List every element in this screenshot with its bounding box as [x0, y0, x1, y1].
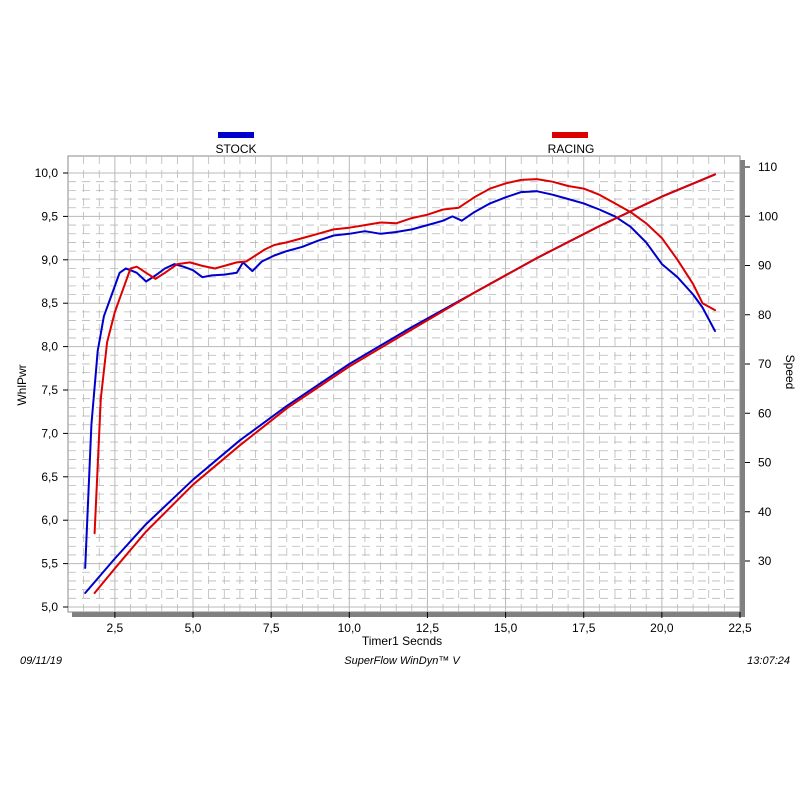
- y-tick-label: 9,0: [41, 253, 58, 267]
- legend-swatch-stock: [218, 132, 254, 138]
- y-tick-label: 5,5: [41, 557, 58, 571]
- footer-time: 13:07:24: [747, 655, 790, 667]
- legend-label-stock: STOCK: [215, 142, 256, 156]
- y-tick-label: 7,5: [41, 383, 58, 397]
- x-tick-label: 2,5: [107, 621, 124, 635]
- y-tick-label: 10,0: [35, 166, 59, 180]
- x-axis-label: Timer1 Secnds: [362, 634, 442, 648]
- x-tick-label: 10,0: [338, 621, 362, 635]
- x-tick-label: 22,5: [728, 621, 752, 635]
- legend: STOCK RACING: [215, 132, 594, 156]
- grid: [68, 156, 740, 612]
- series-line-racing: [93, 178, 716, 535]
- ticks: 2,5 5,0 7,5 10,0 12,5 15,0 17,5 20,0 22,5 5,0 5,5 6…: [35, 160, 779, 635]
- plot-shadow: [740, 160, 745, 615]
- y-tick-label: 8,0: [41, 340, 58, 354]
- y-tick-label: 7,0: [41, 426, 58, 440]
- y2-tick-label: 80: [758, 308, 772, 322]
- y2-tick-label: 110: [758, 160, 777, 174]
- footer-date: 09/11/19: [20, 655, 62, 667]
- x-tick-label: 17,5: [572, 621, 596, 635]
- series-line-racing-speed: [93, 173, 716, 594]
- y-tick-label: 6,0: [41, 513, 58, 527]
- x-tick-label: 12,5: [416, 621, 440, 635]
- plot-shadow-bottom: [72, 612, 745, 617]
- x-tick-label: 20,0: [650, 621, 674, 635]
- y-tick-label: 9,5: [41, 209, 58, 223]
- legend-swatch-racing: [552, 132, 588, 138]
- y-axis-label: WhlPwr: [15, 364, 29, 405]
- y2-tick-label: 40: [758, 505, 772, 519]
- x-tick-label: 15,0: [494, 621, 518, 635]
- y2-tick-label: 30: [758, 554, 772, 568]
- y-tick-label: 6,5: [41, 470, 58, 484]
- legend-label-racing: RACING: [548, 142, 595, 156]
- series-line-stock: [84, 190, 716, 569]
- y2-tick-label: 90: [758, 259, 772, 273]
- y-tick-label: 8,5: [41, 296, 58, 310]
- y2-tick-label: 50: [758, 456, 772, 470]
- plot-area: [67, 155, 741, 613]
- x-tick-label: 5,0: [185, 621, 202, 635]
- y2-tick-label: 70: [758, 357, 772, 371]
- series-lines: [84, 173, 716, 594]
- y2-tick-label: 100: [758, 209, 778, 223]
- y2-tick-label: 60: [758, 406, 772, 420]
- y-tick-label: 5,0: [41, 600, 58, 614]
- x-tick-label: 7,5: [263, 621, 280, 635]
- y2-axis-label: Speed: [783, 355, 797, 390]
- footer-software: SuperFlow WinDyn™ V: [344, 655, 461, 667]
